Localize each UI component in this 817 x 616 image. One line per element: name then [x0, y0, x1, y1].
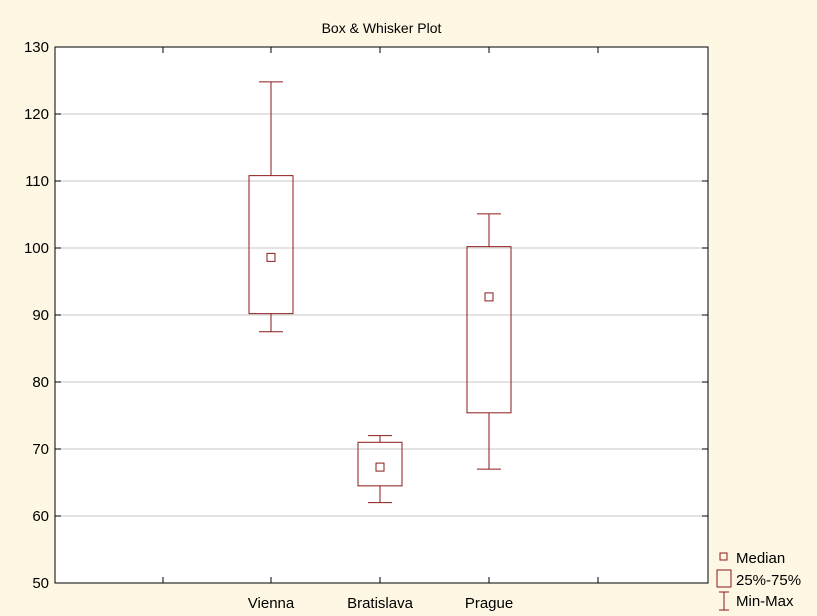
legend-label: Min-Max — [736, 593, 794, 610]
x-tick-label: Vienna — [248, 595, 295, 612]
box-bratislava — [357, 435, 403, 504]
y-tick-label: 50 — [32, 575, 49, 592]
y-tick-label: 80 — [32, 374, 49, 391]
axis-ticks: 50 60 70 80 90 100 110 120 130 Vienna Bratislava Pr… — [24, 39, 709, 612]
legend-box-icon — [716, 569, 732, 588]
y-tick-label: 110 — [25, 173, 49, 190]
median-marker — [266, 252, 276, 262]
x-tick-label: Bratislava — [347, 595, 414, 612]
chart-title: Box & Whisker Plot — [322, 20, 442, 36]
y-tick-label: 130 — [24, 39, 49, 56]
iqr-box — [466, 246, 512, 414]
legend-label: Median — [736, 550, 785, 567]
y-tick-label: 90 — [32, 307, 49, 324]
y-tick-label: 100 — [24, 240, 49, 257]
legend-label: 25%-75% — [736, 572, 801, 589]
iqr-box — [357, 441, 403, 487]
median-marker — [484, 292, 494, 302]
grid-lines — [55, 113, 708, 517]
y-tick-label: 60 — [32, 508, 49, 525]
y-tick-label: 120 — [24, 106, 49, 123]
box-series — [248, 81, 512, 504]
box-prague — [466, 213, 512, 470]
iqr-box — [248, 175, 294, 315]
box-vienna — [248, 81, 294, 333]
y-tick-label: 70 — [32, 441, 49, 458]
median-marker — [375, 462, 385, 472]
x-tick-label: Prague — [465, 595, 513, 612]
legend: Median 25%-75% Min-Max — [716, 550, 801, 611]
legend-median-icon — [719, 552, 728, 561]
